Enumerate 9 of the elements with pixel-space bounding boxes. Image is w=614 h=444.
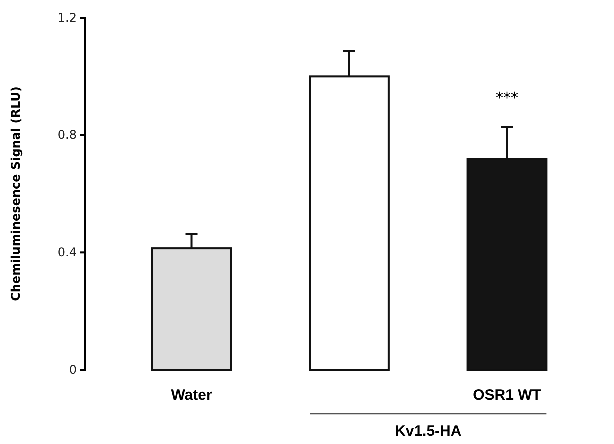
y-axis-title: Chemiluminesence Signal (RLU) — [9, 86, 23, 302]
annotation: *** — [496, 89, 519, 108]
y-tick-label: 1.2 — [58, 10, 77, 25]
y-tick-label: 0 — [69, 362, 77, 377]
x-tick-label: Water — [171, 387, 212, 404]
y-tick-label: 0.8 — [58, 128, 77, 142]
text: Kv1.5-HA — [395, 423, 462, 440]
y-tick-label: 0.4 — [58, 246, 77, 260]
x-tick-label: OSR1 WT — [473, 387, 542, 404]
